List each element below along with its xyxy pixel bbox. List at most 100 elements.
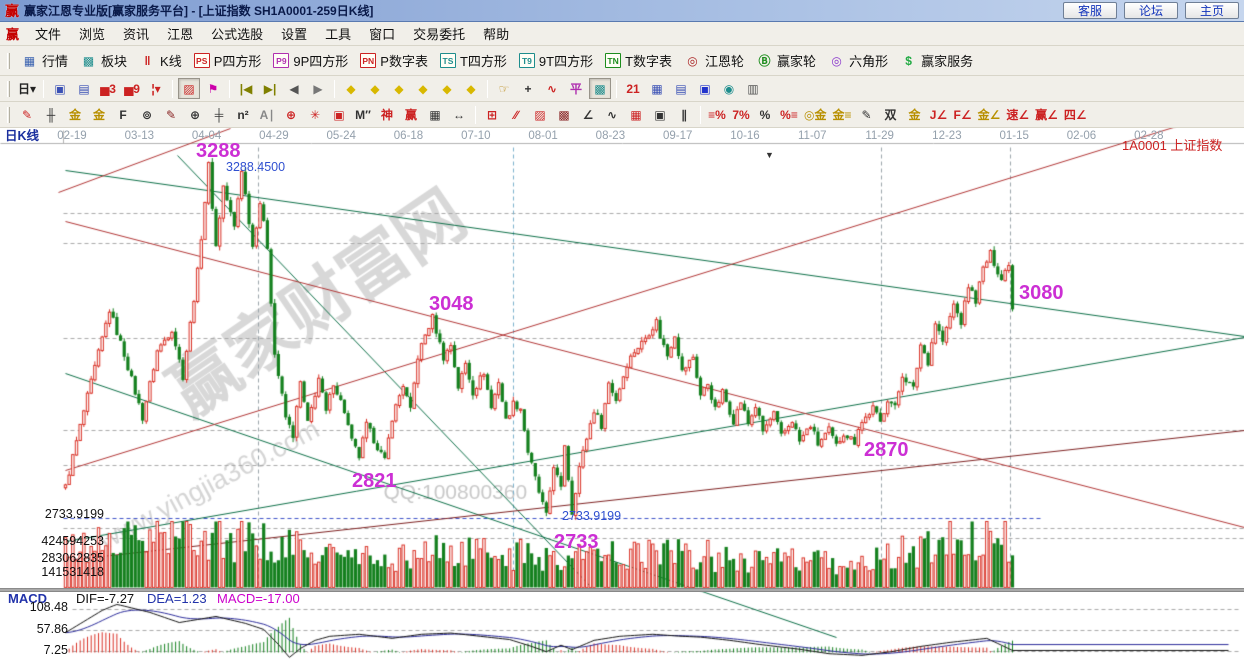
target-icon[interactable]: ⊕ xyxy=(285,107,297,122)
gold-lines-icon[interactable]: 金≡ xyxy=(832,108,852,122)
h-span-icon[interactable]: ↔ xyxy=(453,107,465,122)
notepad-icon[interactable]: ▤ xyxy=(675,81,687,96)
menu-item-6[interactable]: 设置 xyxy=(281,27,308,42)
f-angle-icon[interactable]: F∠ xyxy=(953,107,972,122)
four-angle-icon[interactable]: 四∠ xyxy=(1063,108,1087,122)
menu-item-10[interactable]: 帮助 xyxy=(483,27,510,42)
wave-lines-icon[interactable]: ∿ xyxy=(606,107,618,122)
box-diag-icon[interactable]: ▨ xyxy=(534,107,546,122)
hand-tool-icon[interactable]: ☞ xyxy=(498,81,510,96)
gann-diamond-right-icon[interactable]: ◆ xyxy=(370,81,380,96)
tool-p-number-table[interactable]: PN P数字表 xyxy=(355,49,433,72)
percent-bars-icon[interactable]: ≡% xyxy=(708,107,726,122)
tool-winner-wheel[interactable]: Ⓑ 赢家轮 xyxy=(751,49,821,72)
homepage-button[interactable]: 主页 xyxy=(1185,2,1239,19)
flag-icon[interactable]: ⚑ xyxy=(207,81,219,96)
menu-item-8[interactable]: 窗口 xyxy=(369,27,396,42)
menu-item-5[interactable]: 公式选股 xyxy=(211,27,264,42)
circle-grid-icon[interactable]: ⊕ xyxy=(189,107,201,122)
tool-p-square[interactable]: PS P四方形 xyxy=(189,49,267,72)
gann-diamond-v-icon[interactable]: ◆ xyxy=(418,81,428,96)
gold-underline-icon[interactable]: 金 xyxy=(908,108,921,122)
f-ruler-icon[interactable]: F xyxy=(119,107,127,122)
frame-tool-icon[interactable]: ⊞ xyxy=(486,107,498,122)
boxed-grid-icon[interactable]: ▣ xyxy=(654,107,666,122)
percent-lines-icon[interactable]: %≡ xyxy=(780,107,798,122)
bar-chart-9-icon[interactable]: ▅9 xyxy=(124,81,140,96)
percent-icon[interactable]: % xyxy=(759,107,771,122)
nav-first-icon[interactable]: |◀ xyxy=(239,81,253,96)
gann-diamond-center-icon[interactable]: ◆ xyxy=(442,81,452,96)
nav-last-icon[interactable]: ▶| xyxy=(263,81,277,96)
menu-item-3[interactable]: 资讯 xyxy=(123,27,150,42)
tool-quotes-table[interactable]: ▦ 行情 xyxy=(16,49,73,72)
slashes-icon[interactable]: ∥ xyxy=(681,107,687,122)
menu-item-1[interactable]: 文件 xyxy=(35,27,62,42)
gann-tool-icon[interactable]: 平 xyxy=(570,82,583,96)
gold-grid-2-icon[interactable]: 金 xyxy=(92,108,105,122)
data-sheet-icon[interactable]: ▤ xyxy=(78,81,90,96)
boxed-target-icon[interactable]: ▣ xyxy=(333,107,345,122)
pattern-window-icon[interactable]: ▣ xyxy=(54,81,66,96)
brush-icon[interactable]: ✎ xyxy=(21,107,33,122)
crosshair-icon[interactable]: + xyxy=(524,81,532,96)
gold-angle-icon[interactable]: 金∠ xyxy=(977,108,1001,122)
angle-a-icon[interactable]: A∣ xyxy=(259,107,275,122)
calendar-21-icon[interactable]: 21 xyxy=(626,81,640,96)
menu-item-7[interactable]: 工具 xyxy=(325,27,352,42)
save-icon[interactable]: ▣ xyxy=(699,81,711,96)
nav-next-icon[interactable]: ▶ xyxy=(313,81,323,96)
menu-item-2[interactable]: 浏览 xyxy=(79,27,106,42)
bar-chart-3-icon[interactable]: ▅3 xyxy=(100,81,116,96)
period-day-icon[interactable]: 日▾ xyxy=(18,82,37,96)
forum-button[interactable]: 论坛 xyxy=(1124,2,1178,19)
gann-diamond-left-icon[interactable]: ◆ xyxy=(346,81,356,96)
tool-t9-square[interactable]: T9 9T四方形 xyxy=(514,49,598,72)
spiral-icon[interactable]: ⊚ xyxy=(141,107,153,122)
chart-globe-icon[interactable]: ◉ xyxy=(723,81,735,96)
ying-angle-icon[interactable]: 赢∠ xyxy=(1035,108,1058,122)
web-target-icon[interactable]: ✳ xyxy=(309,107,321,122)
nav-prev-icon[interactable]: ◀ xyxy=(289,81,299,96)
gold-circle-icon[interactable]: ◎金 xyxy=(804,108,827,122)
grid-box-icon[interactable]: ▦ xyxy=(429,107,441,122)
angle-rays-icon[interactable]: ∠ xyxy=(582,107,594,122)
menu-item-4[interactable]: 江恩 xyxy=(167,27,194,42)
measure-icon[interactable]: ∿ xyxy=(547,81,558,96)
shen-tool-icon[interactable]: 神 xyxy=(380,108,393,122)
tool-p9-square[interactable]: P9 9P四方形 xyxy=(268,49,353,72)
teal-box-icon[interactable]: ▩ xyxy=(589,78,612,99)
customer-service-button[interactable]: 客服 xyxy=(1063,2,1117,19)
brush-2-icon[interactable]: ✎ xyxy=(165,107,177,122)
candle-style-icon[interactable]: ¦▾ xyxy=(151,81,161,96)
gann-diamond-h-icon[interactable]: ◆ xyxy=(394,81,404,96)
printer-icon[interactable]: ▥ xyxy=(747,81,759,96)
double-pattern-icon[interactable]: 双 xyxy=(884,108,897,122)
hash-grid-icon[interactable]: ╪ xyxy=(214,107,224,122)
n-squared-icon[interactable]: n² xyxy=(237,107,249,122)
tool-t-square[interactable]: TS T四方形 xyxy=(435,49,512,72)
tool-gann-wheel[interactable]: ◎ 江恩轮 xyxy=(679,49,749,72)
seven-percent-icon[interactable]: 7% xyxy=(732,107,750,122)
pen-candle-icon[interactable]: ✎ xyxy=(861,107,872,122)
gold-grid-1-icon[interactable]: 金 xyxy=(68,108,81,122)
ying-tool-icon[interactable]: 赢 xyxy=(404,108,417,122)
pane-divider[interactable] xyxy=(0,588,1244,592)
tool-blocks[interactable]: ▩ 板块 xyxy=(75,49,132,72)
tool-winner-service[interactable]: $ 赢家服务 xyxy=(895,49,978,72)
tool-hexagon[interactable]: ◎ 六角形 xyxy=(823,49,893,72)
red-grid-icon[interactable]: ▦ xyxy=(630,107,642,122)
calculator-icon[interactable]: ▦ xyxy=(651,81,663,96)
gann-diamond-cross-icon[interactable]: ◆ xyxy=(466,81,476,96)
m-lines-icon[interactable]: M″ xyxy=(355,107,371,122)
j-angle-icon[interactable]: J∠ xyxy=(929,107,948,122)
grid-ruler-icon[interactable]: ╫ xyxy=(46,107,56,122)
speed-angle-icon[interactable]: 速∠ xyxy=(1006,108,1030,122)
red-pattern-icon[interactable]: ▨ xyxy=(178,78,201,99)
box-pattern-icon[interactable]: ▩ xyxy=(558,107,570,122)
tool-t-number-table[interactable]: TN T数字表 xyxy=(600,49,677,72)
tool-label: 9T四方形 xyxy=(538,54,594,69)
menu-item-9[interactable]: 交易委托 xyxy=(413,27,466,42)
rays-icon[interactable]: ∕∕ xyxy=(513,107,518,122)
tool-kline-candle[interactable]: ‖ K线 xyxy=(134,49,187,72)
